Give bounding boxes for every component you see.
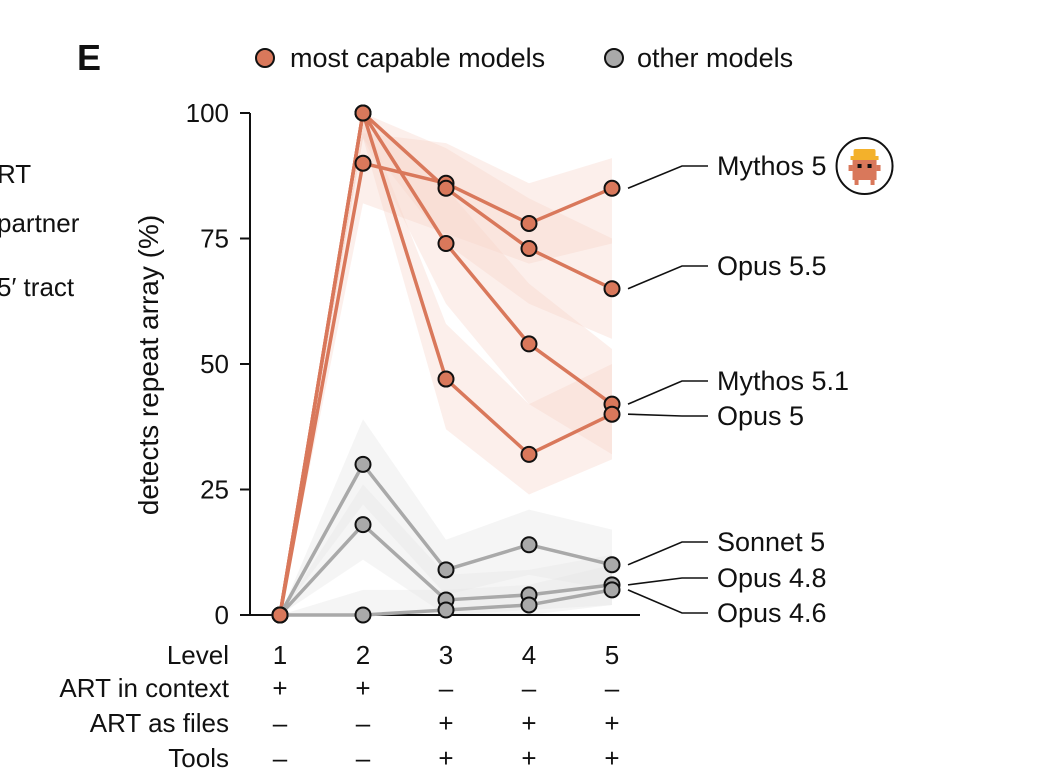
band-mythos-5-1: [280, 113, 612, 615]
series-label-opus-5-5: Opus 5.5: [717, 251, 827, 281]
leader-line-opus-5-5: [627, 265, 708, 290]
y-tick-label-25: 25: [200, 475, 229, 505]
leader-line-opus-4-6: [627, 589, 708, 614]
condition-value-level-3: 3: [439, 640, 453, 670]
series-label-mythos-5-1: Mythos 5.1: [717, 366, 849, 396]
mascot-icon-eye-left: [857, 164, 862, 168]
point-opus-5-5-3: [437, 179, 455, 197]
series-label-opus-4-8: Opus 4.8: [717, 563, 827, 593]
point-mythos-5-2: [354, 154, 372, 172]
mascot-icon-eye-right: [867, 164, 872, 168]
y-tick-label-75: 75: [200, 224, 229, 254]
condition-value-tools-1: –: [273, 743, 288, 773]
condition-value-art-in-context-3: –: [439, 673, 454, 703]
series-points: [271, 104, 621, 624]
point-opus-5-2: [354, 104, 372, 122]
leader-line-opus-5: [627, 413, 708, 417]
y-tick-label-50: 50: [200, 349, 229, 379]
legend-marker-other: [604, 48, 624, 68]
mascot-icon-body: [852, 160, 877, 180]
condition-table: Level 1 2 3 4 5 ART in context + + – – – ART as file…: [59, 640, 619, 773]
condition-value-art-as-files-2: –: [356, 708, 371, 738]
y-tick-label-100: 100: [186, 98, 229, 128]
legend-label-other: other models: [637, 43, 793, 73]
point-sonnet-5-3: [437, 561, 455, 579]
leader-line-opus-4-8: [627, 577, 708, 586]
series-label-opus-5: Opus 5: [717, 401, 804, 431]
point-mythos-5-1-4: [520, 335, 538, 353]
point-opus-4-6-3: [437, 601, 455, 619]
mascot-icon-arm-left: [848, 165, 853, 171]
partial-left-text-1: RT: [0, 159, 31, 189]
condition-label-tools: Tools: [168, 743, 229, 773]
series-label-opus-4-6: Opus 4.6: [717, 598, 827, 628]
condition-label-art-as-files: ART as files: [90, 708, 229, 738]
point-sonnet-5-2: [354, 455, 372, 473]
condition-value-level-1: 1: [273, 640, 287, 670]
condition-value-art-as-files-1: –: [273, 708, 288, 738]
condition-value-art-in-context-2: +: [355, 673, 370, 703]
point-sonnet-5-4: [520, 536, 538, 554]
point-opus-5-1: [271, 606, 289, 624]
series-label-sonnet-5: Sonnet 5: [717, 527, 825, 557]
condition-value-art-in-context-5: –: [605, 673, 620, 703]
partial-left-text-3: 5′ tract: [0, 272, 75, 302]
panel-label: E: [77, 37, 101, 78]
mascot-icon: [835, 137, 894, 195]
y-tick-label-0: 0: [215, 600, 229, 630]
point-opus-5-5: [603, 405, 621, 423]
condition-value-art-as-files-4: +: [521, 708, 536, 738]
legend: most capable models other models: [255, 43, 793, 73]
condition-value-art-in-context-4: –: [522, 673, 537, 703]
point-opus-5-3: [437, 370, 455, 388]
condition-value-tools-2: –: [356, 743, 371, 773]
condition-label-level: Level: [167, 640, 229, 670]
condition-value-tools-4: +: [521, 743, 536, 773]
point-opus-4-6-2: [354, 606, 372, 624]
leader-line-sonnet-5: [627, 541, 708, 566]
condition-value-art-in-context-1: +: [272, 673, 287, 703]
mascot-icon-arm-right: [876, 165, 881, 171]
point-opus-5-5-4: [520, 240, 538, 258]
point-opus-5-4: [520, 445, 538, 463]
mascot-icon-hat: [853, 149, 876, 157]
series-labels: Mythos 5 Opus 5.5 Mythos 5.1 Opus 5 Sonnet 5…: [627, 137, 894, 628]
condition-value-art-as-files-5: +: [604, 708, 619, 738]
mascot-icon-hat-brim: [850, 156, 879, 160]
condition-value-level-5: 5: [605, 640, 619, 670]
point-mythos-5-5: [603, 179, 621, 197]
point-mythos-5-4: [520, 214, 538, 232]
mascot-icon-leg-left: [854, 180, 859, 185]
series-label-mythos-5: Mythos 5: [717, 151, 827, 181]
legend-marker-capable: [255, 48, 275, 68]
leader-line-mythos-5: [627, 165, 708, 190]
legend-label-capable: most capable models: [290, 43, 545, 73]
band-opus-5-5: [280, 113, 612, 615]
condition-value-tools-5: +: [604, 743, 619, 773]
condition-value-tools-3: +: [438, 743, 453, 773]
point-mythos-5-1-3: [437, 235, 455, 253]
point-sonnet-5-5: [603, 556, 621, 574]
band-opus-5: [280, 113, 612, 615]
condition-label-art-in-context: ART in context: [59, 673, 229, 703]
mascot-icon-leg-right: [870, 180, 875, 185]
leader-line-mythos-5-1: [627, 380, 708, 405]
condition-value-art-as-files-3: +: [438, 708, 453, 738]
point-opus-4-8-2: [354, 516, 372, 534]
partial-left-text-2: partner: [0, 208, 80, 238]
condition-value-level-2: 2: [356, 640, 370, 670]
point-opus-4-6-4: [520, 596, 538, 614]
point-opus-5-5-5: [603, 280, 621, 298]
point-opus-4-6-5: [603, 581, 621, 599]
y-axis-label: detects repeat array (%): [133, 215, 164, 515]
condition-value-level-4: 4: [522, 640, 536, 670]
